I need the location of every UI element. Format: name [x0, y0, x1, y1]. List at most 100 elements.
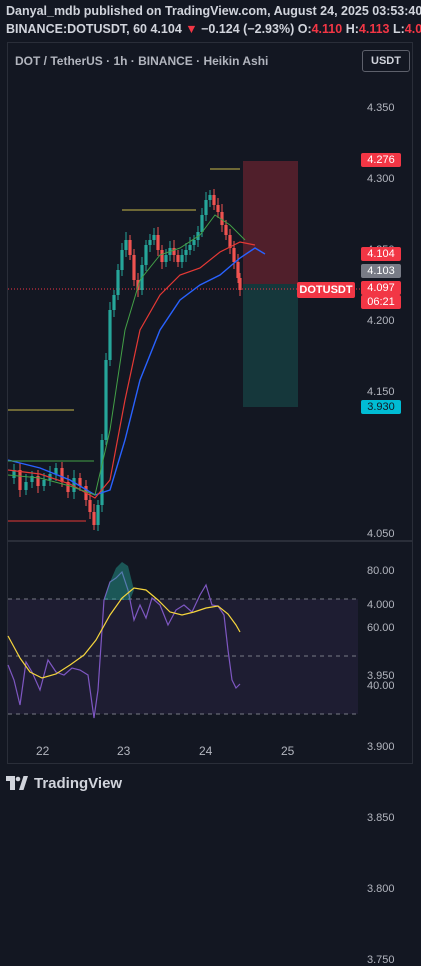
rsi-line	[7, 570, 241, 719]
candle-body	[144, 245, 148, 265]
ma-red-line	[7, 241, 256, 499]
candle-body	[18, 470, 22, 490]
candle-body	[188, 245, 192, 250]
low-value: 4.0	[404, 22, 421, 36]
target-zone	[243, 161, 298, 284]
candle-body	[216, 205, 220, 212]
symbol-badge: DOTUSDT	[297, 282, 355, 298]
tradingview-logo-icon	[6, 776, 28, 790]
candle-body	[212, 195, 216, 205]
publish-info: Danyal_mdb published on TradingView.com,…	[6, 4, 421, 18]
candle-body	[72, 478, 76, 492]
price-tick: 4.050	[367, 528, 395, 540]
candle-body	[24, 482, 28, 490]
candle-body	[30, 476, 34, 482]
x-tick-22: 22	[36, 744, 50, 758]
countdown-label: 06:21	[361, 295, 401, 309]
candle-body	[224, 225, 228, 235]
candle-body	[12, 470, 16, 478]
price-change: −0.124 (−2.93%)	[201, 22, 295, 36]
price-tick: 3.800	[367, 883, 395, 895]
candle-body	[208, 195, 212, 200]
candle-body	[228, 235, 232, 248]
price-tick: 4.350	[367, 102, 395, 114]
price-tick: 4.200	[367, 315, 395, 327]
candle-body	[180, 255, 184, 262]
candle-body	[156, 235, 160, 250]
candle-body	[160, 250, 164, 262]
candle-body	[152, 235, 156, 240]
low-label: L:	[392, 22, 405, 36]
symbol-label: BINANCE:DOTUSDT, 60	[6, 22, 147, 36]
tradingview-brand[interactable]: TradingView	[6, 772, 122, 794]
x-tick-23: 23	[117, 744, 131, 758]
rsi-overbought-fill	[104, 562, 134, 600]
candle-body	[42, 480, 46, 486]
indicators-group	[7, 168, 266, 719]
candle-body	[66, 482, 70, 492]
rsi-tick-40: 40.00	[367, 680, 395, 692]
rsi-ma-line	[7, 587, 241, 679]
open-value: 4.110	[311, 22, 343, 36]
candle-body	[236, 262, 240, 278]
candle-body	[36, 476, 40, 486]
candle-body	[132, 255, 136, 280]
last-price: 4.104	[150, 22, 182, 36]
candle-body	[104, 360, 108, 440]
candle-body	[100, 440, 104, 505]
target-price-label: 4.276	[361, 153, 401, 167]
currency-button[interactable]: USDT	[362, 50, 410, 72]
candle-body	[112, 295, 116, 310]
price-tick: 3.950	[367, 670, 395, 682]
candle-body	[116, 270, 120, 295]
stop-zone	[243, 284, 298, 407]
tradingview-wordmark: TradingView	[34, 774, 123, 792]
candle-body	[92, 512, 96, 525]
high-value: 4.113	[358, 22, 390, 36]
candle-body	[54, 468, 58, 474]
rsi-tick-80: 80.00	[367, 565, 395, 577]
price-tick: 4.300	[367, 173, 395, 185]
price-tick: 3.850	[367, 812, 395, 824]
candle-body	[172, 248, 176, 255]
candle-body	[60, 468, 64, 482]
candle-body	[184, 250, 188, 255]
price-tick: 4.000	[367, 599, 395, 611]
current-price-label: 4.097	[361, 281, 401, 295]
ma-price-label: 4.104	[361, 247, 401, 261]
candle-body	[124, 240, 128, 250]
candle-body	[108, 310, 112, 360]
candle-body	[164, 255, 168, 262]
stop-price-label: 3.930	[361, 400, 401, 414]
candle-body	[78, 478, 82, 486]
candle-body	[120, 250, 124, 270]
down-arrow-icon: ▼	[185, 22, 198, 36]
candle-body	[238, 278, 242, 290]
close-price-label: 4.103	[361, 264, 401, 278]
x-tick-24: 24	[199, 744, 213, 758]
symbol-ohlc-line: BINANCE:DOTUSDT, 60 4.104 ▼ −0.124 (−2.9…	[6, 22, 421, 36]
candle-body	[88, 500, 92, 512]
rsi-tick-60: 60.00	[367, 622, 395, 634]
chart-legend: DOT / TetherUS · 1h · BINANCE · Heikin A…	[15, 54, 269, 68]
candle-body	[176, 255, 180, 262]
price-tick: 4.150	[367, 386, 395, 398]
ma-blue-line	[7, 247, 266, 496]
price-chart[interactable]	[0, 0, 421, 800]
candle-body	[204, 200, 208, 215]
candles-group	[12, 189, 242, 531]
open-label: O:	[297, 22, 312, 36]
chart-frame[interactable]	[7, 42, 413, 764]
candle-body	[220, 212, 224, 225]
candle-body	[148, 240, 152, 245]
candle-body	[200, 215, 204, 232]
candle-body	[192, 240, 196, 245]
x-tick-25: 25	[281, 744, 295, 758]
publish-header: Danyal_mdb published on TradingView.com,…	[0, 0, 421, 40]
high-label: H:	[345, 22, 359, 36]
price-tick: 3.900	[367, 741, 395, 753]
ma-green-line	[7, 214, 246, 496]
candle-body	[232, 248, 236, 262]
price-tick: 3.750	[367, 954, 395, 966]
candle-body	[128, 240, 132, 255]
